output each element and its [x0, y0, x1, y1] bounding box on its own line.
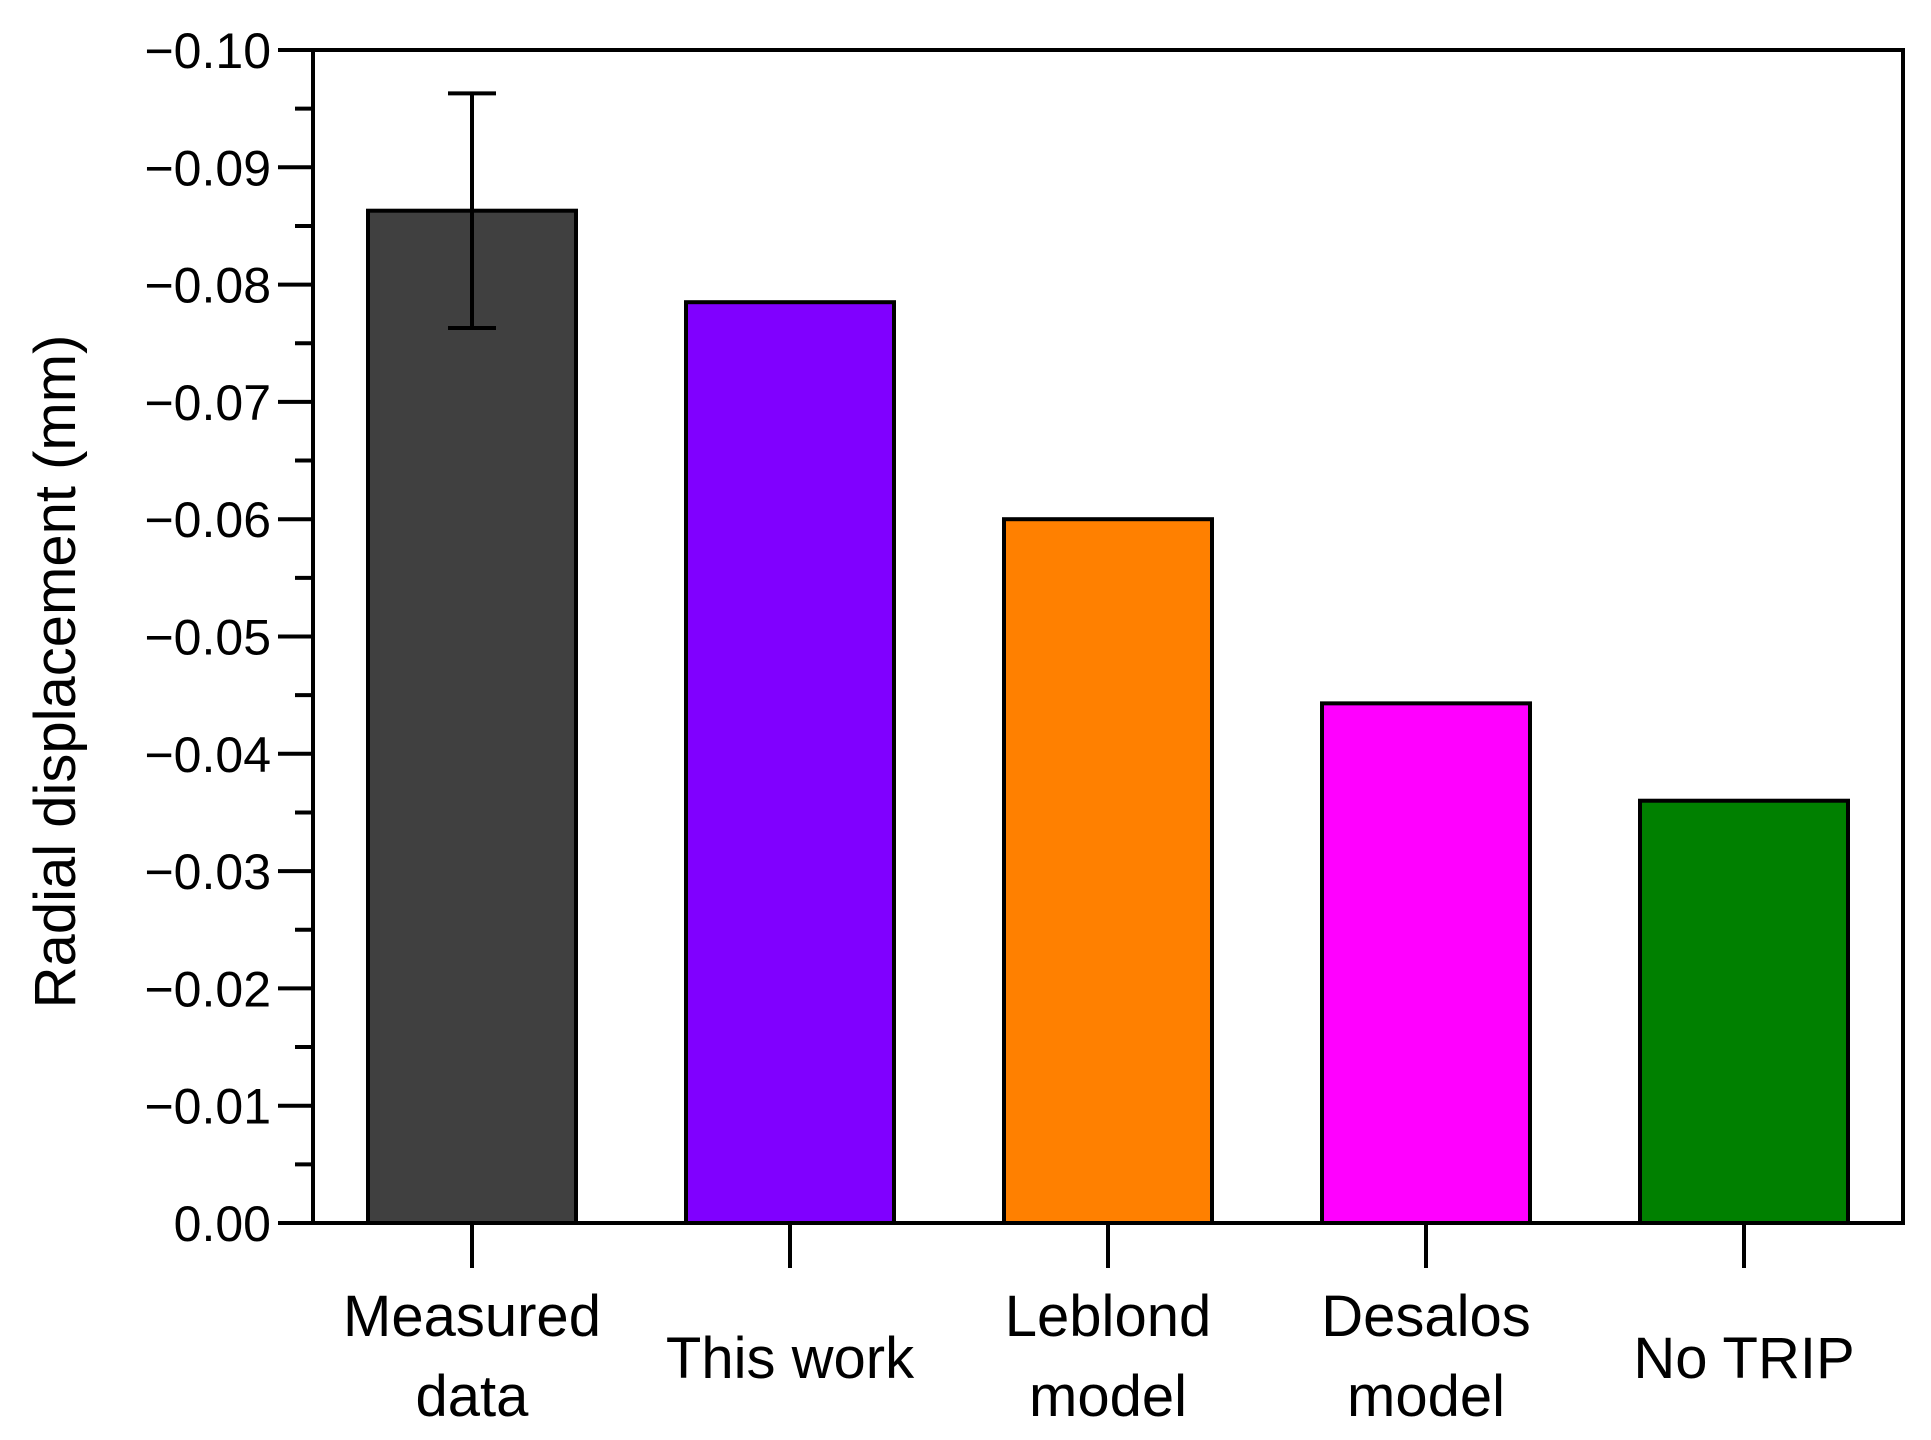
- error-bars: [448, 91, 496, 331]
- x-category-label: Measured data: [343, 1284, 601, 1429]
- y-tick-label: −0.08: [144, 258, 271, 314]
- y-tick-label: −0.04: [144, 727, 271, 783]
- y-tick-label: −0.05: [144, 610, 271, 666]
- x-category-label: Leblond model: [1005, 1284, 1211, 1429]
- y-tick-label: −0.03: [144, 844, 271, 900]
- y-axis-title: Radial displacement (mm): [23, 335, 88, 1009]
- y-tick-label: −0.06: [144, 492, 271, 548]
- x-category-label: This work: [666, 1326, 915, 1391]
- bar-2: [1002, 517, 1214, 1225]
- y-tick-label: −0.02: [144, 961, 271, 1017]
- bar-3: [1320, 701, 1532, 1225]
- y-tick-label: −0.07: [144, 375, 271, 431]
- x-category-label: Desalos model: [1321, 1284, 1531, 1429]
- y-tick-label: −0.01: [144, 1079, 271, 1135]
- y-axis-ticks: 0.00 −0.01 −0.02 −0.03 −0.04 −0.05 −0.06 −0.07 −…: [144, 23, 313, 1252]
- y-tick-label: 0.00: [174, 1196, 271, 1252]
- x-category-label: No TRIP: [1633, 1326, 1854, 1391]
- bar-1: [684, 300, 896, 1225]
- y-tick-label: −0.09: [144, 140, 271, 196]
- y-tick-label: −0.10: [144, 23, 271, 79]
- bar-0: [366, 208, 578, 1226]
- bar-4: [1638, 798, 1850, 1225]
- bars-layer: [366, 208, 1850, 1226]
- x-axis-ticks: Measured data This work Leblond model Desalos…: [343, 1223, 1855, 1429]
